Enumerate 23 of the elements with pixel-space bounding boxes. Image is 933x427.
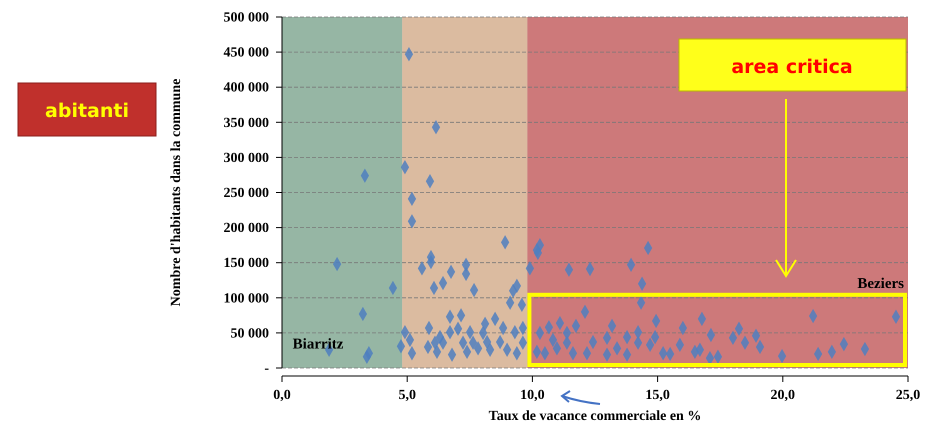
y-tick-label: 200 000 [224,221,269,236]
y-tick-label: 150 000 [224,256,269,272]
y-tick-label: 300 000 [224,150,269,166]
y-tick-label: 500 000 [224,10,269,26]
y-tick-label: 100 000 [224,291,269,306]
x-axis-title: Taux de vacance commerciale en % [488,409,702,424]
y-tick-label: - [264,361,270,376]
x-tick-label: 5,0 [398,388,416,403]
y-axis-title: Nombre d'habitants dans la commune [169,78,184,306]
x-tick-label: 15,0 [645,388,670,403]
annotation: Beziers [857,276,904,292]
y-tick-label: 450 000 [224,46,269,61]
y-tick-label: 250 000 [224,186,269,201]
y-tick-label: 50 000 [230,326,269,342]
y-tick-label: 350 000 [224,116,269,131]
x-tick-label: 25,0 [896,388,920,403]
x-tick-label: 0,0 [273,388,291,403]
x-tick-label: 20,0 [770,388,796,403]
x-tick-label: 10,0 [520,388,545,403]
annotation: Biarritz [292,336,344,353]
text: abitanti [45,100,129,122]
y-tick-label: 400 000 [224,80,269,96]
annotation: area critica [731,56,853,78]
